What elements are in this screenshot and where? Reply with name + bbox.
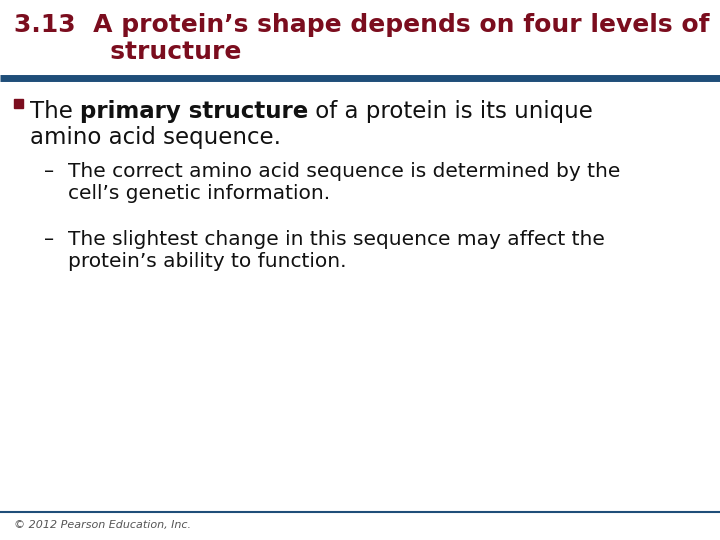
Text: protein’s ability to function.: protein’s ability to function. (68, 252, 346, 271)
Text: amino acid sequence.: amino acid sequence. (30, 126, 281, 149)
Text: The: The (30, 100, 80, 123)
Text: The slightest change in this sequence may affect the: The slightest change in this sequence ma… (68, 230, 605, 249)
Text: The correct amino acid sequence is determined by the: The correct amino acid sequence is deter… (68, 162, 621, 181)
Text: © 2012 Pearson Education, Inc.: © 2012 Pearson Education, Inc. (14, 520, 191, 530)
Text: of a protein is its unique: of a protein is its unique (308, 100, 593, 123)
Text: –: – (44, 162, 54, 181)
Text: structure: structure (14, 40, 241, 64)
Text: cell’s genetic information.: cell’s genetic information. (68, 184, 330, 203)
Text: –: – (44, 230, 54, 249)
Bar (14, 99, 23, 108)
Text: 3.13  A protein’s shape depends on four levels of: 3.13 A protein’s shape depends on four l… (14, 13, 709, 37)
Text: primary structure: primary structure (80, 100, 308, 123)
